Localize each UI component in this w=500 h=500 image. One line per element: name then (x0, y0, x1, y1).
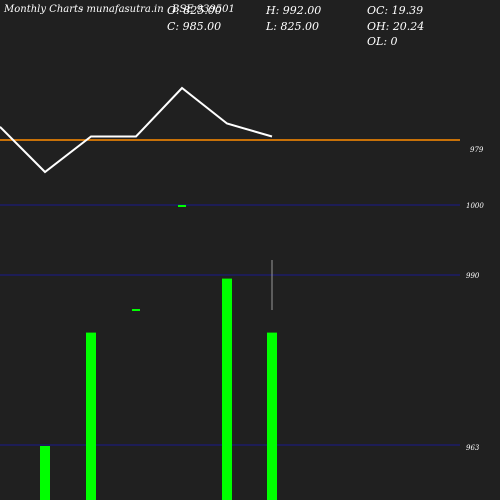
flat-candle-marker-1 (132, 309, 140, 311)
stat-close: C: 985.00 (167, 20, 222, 33)
volume-bar-1 (40, 446, 50, 500)
stat-ol: OL: 0 (367, 35, 398, 48)
stat-oh: OH: 20.24 (367, 20, 425, 33)
flat-candle-marker-2 (178, 205, 186, 207)
tick-label-979: 979 (470, 146, 484, 154)
stat-low: L: 825.00 (266, 20, 319, 33)
tick-label-1000: 1000 (466, 202, 484, 210)
stat-high: H: 992.00 (266, 4, 322, 17)
site-label: - munafasutra.in (80, 4, 164, 15)
price-line (0, 86, 273, 174)
volume-bar-2 (86, 332, 96, 500)
volume-bars (40, 205, 277, 500)
volume-bar-3 (222, 278, 232, 500)
tick-label-963: 963 (466, 444, 480, 452)
stat-open: O: 825.00 (167, 4, 222, 17)
stat-oc: OC: 19.39 (367, 4, 424, 17)
symbol-label: BSE 939501 (172, 4, 235, 15)
tick-label-990: 990 (466, 272, 480, 280)
chart-type-label: Monthly Charts (4, 4, 84, 15)
volume-bar-4 (267, 332, 277, 500)
